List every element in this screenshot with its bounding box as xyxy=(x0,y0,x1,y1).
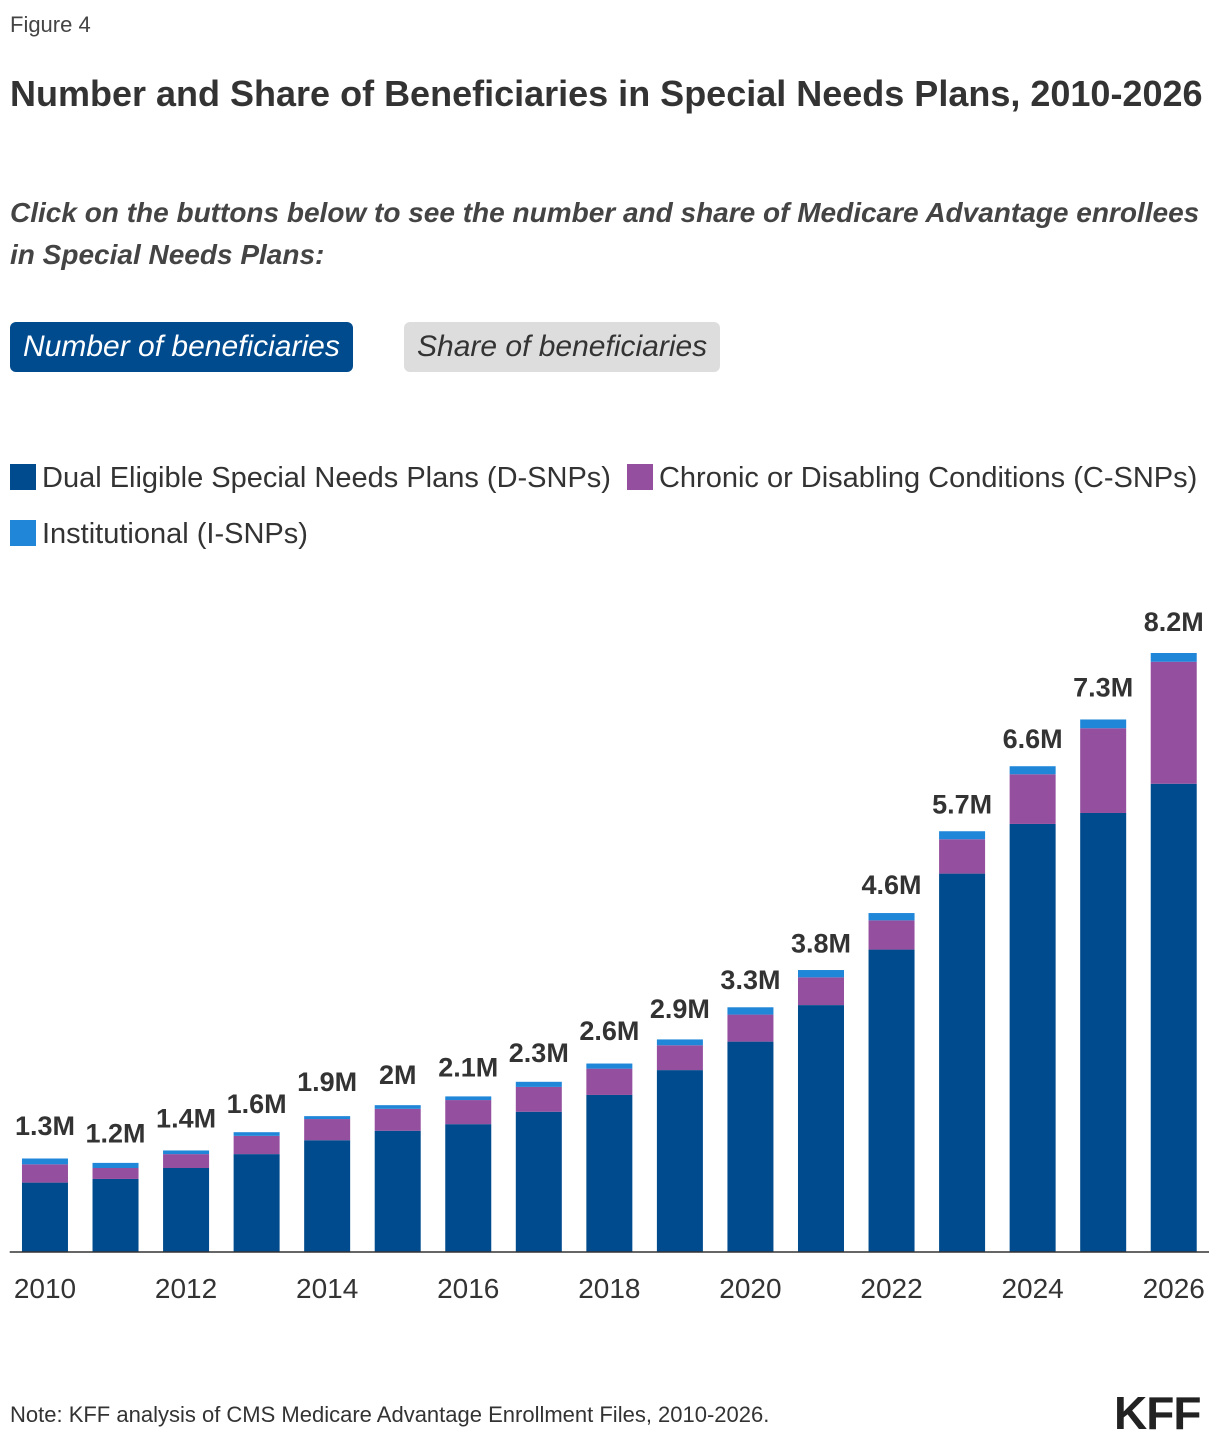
legend-label: Dual Eligible Special Needs Plans (D-SNP… xyxy=(42,462,611,494)
legend: Dual Eligible Special Needs Plans (D-SNP… xyxy=(10,450,1215,562)
bar-segment xyxy=(163,1150,210,1155)
legend-item: Institutional (I-SNPs) xyxy=(10,518,308,550)
bar-segment xyxy=(1150,653,1197,662)
bar-segment xyxy=(1150,661,1197,784)
legend-swatch xyxy=(10,464,36,490)
bar-segment xyxy=(727,1007,774,1015)
x-tick-label: 2014 xyxy=(296,1273,358,1304)
bar-segment xyxy=(304,1116,351,1120)
bar-segment xyxy=(304,1119,351,1141)
bar-segment xyxy=(445,1124,492,1252)
bar-segment xyxy=(656,1045,703,1071)
x-tick-label: 2012 xyxy=(155,1273,217,1304)
data-label: 5.7M xyxy=(932,790,992,820)
data-label: 3.8M xyxy=(791,928,851,958)
bar-segment xyxy=(586,1068,633,1095)
x-tick-label: 2020 xyxy=(719,1273,781,1304)
bar-segment xyxy=(374,1130,421,1252)
bar-segment xyxy=(515,1111,562,1252)
x-tick-label: 2022 xyxy=(860,1273,922,1304)
data-label: 1.3M xyxy=(15,1111,75,1141)
bar-segment xyxy=(1150,783,1197,1252)
data-label: 1.9M xyxy=(297,1067,357,1097)
bar-segment xyxy=(586,1094,633,1252)
bar-segment xyxy=(445,1096,492,1101)
legend-label: Institutional (I-SNPs) xyxy=(42,518,308,550)
bar-segment xyxy=(797,1005,844,1252)
bar-segment xyxy=(868,949,915,1252)
data-label: 1.2M xyxy=(86,1118,146,1148)
bar-segment xyxy=(445,1100,492,1125)
bar-segment xyxy=(868,920,915,950)
bar-segment xyxy=(21,1182,68,1252)
title: Number and Share of Beneficiaries in Spe… xyxy=(10,73,1203,114)
x-tick-label: 2016 xyxy=(437,1273,499,1304)
note: Note: KFF analysis of CMS Medicare Advan… xyxy=(10,1402,770,1427)
bar-segment xyxy=(515,1081,562,1087)
data-label: 3.3M xyxy=(720,965,780,995)
data-label: 7.3M xyxy=(1073,673,1133,703)
legend-swatch xyxy=(626,464,653,490)
bar-segment xyxy=(374,1105,421,1109)
data-label: 8.2M xyxy=(1144,607,1204,637)
bar-segment xyxy=(92,1162,139,1168)
data-label: 6.6M xyxy=(1003,724,1063,754)
bar-segment xyxy=(1009,774,1056,824)
bar-segment xyxy=(586,1063,633,1069)
x-tick-label: 2024 xyxy=(1001,1273,1063,1304)
figure-label: Figure 4 xyxy=(10,12,91,37)
bar-segment xyxy=(233,1132,280,1136)
logo: KFF xyxy=(1114,1387,1201,1439)
legend-label: Chronic or Disabling Conditions (C-SNPs) xyxy=(658,462,1198,494)
data-label: 2.3M xyxy=(509,1038,569,1068)
bar-segment xyxy=(92,1167,139,1179)
bar-segment xyxy=(92,1178,139,1252)
button[interactable]: Share of beneficiaries xyxy=(404,322,721,372)
bar-segment xyxy=(727,1014,774,1042)
bar-segment xyxy=(1009,823,1056,1252)
subtitle: Click on the buttons below to see the nu… xyxy=(10,197,1200,270)
x-tick-label: 2026 xyxy=(1143,1273,1205,1304)
bar-segment xyxy=(1080,728,1127,813)
data-label: 1.6M xyxy=(227,1089,287,1119)
bar-segment xyxy=(797,977,844,1006)
bar-segment xyxy=(233,1135,280,1155)
bar-segment xyxy=(656,1039,703,1046)
bar-segment xyxy=(797,970,844,978)
chart: 1.3M 2010 1.2M 1.4M 2012 1.6M 1.9M 2014 2M 2.1M 20… xyxy=(9,607,1209,1304)
data-label: 2M xyxy=(379,1060,417,1090)
data-label: 2.6M xyxy=(579,1016,639,1046)
bar-segment xyxy=(939,839,986,874)
bar-segment xyxy=(656,1070,703,1252)
data-label: 4.6M xyxy=(862,870,922,900)
bar-segment xyxy=(374,1108,421,1131)
x-tick-label: 2018 xyxy=(578,1273,640,1304)
bar-segment xyxy=(1080,812,1127,1252)
legend-swatch xyxy=(10,520,36,546)
bar-segment xyxy=(163,1154,210,1168)
data-label: 1.4M xyxy=(156,1104,216,1134)
legend-item: Chronic or Disabling Conditions (C-SNPs) xyxy=(626,462,1198,494)
bar-segment xyxy=(939,873,986,1252)
bar-segment xyxy=(304,1140,351,1252)
bar-segment xyxy=(21,1158,68,1165)
bar-segment xyxy=(868,913,915,921)
bar-segment xyxy=(1080,719,1127,729)
bar-segment xyxy=(233,1154,280,1252)
x-tick-label: 2010 xyxy=(14,1273,76,1304)
bar-segment xyxy=(727,1041,774,1252)
bar-segment xyxy=(939,831,986,840)
legend-item: Dual Eligible Special Needs Plans (D-SNP… xyxy=(10,462,611,494)
bar-segment xyxy=(1009,766,1056,775)
button[interactable]: Number of beneficiaries xyxy=(10,322,353,372)
data-label: 2.1M xyxy=(438,1053,498,1083)
bar-segment xyxy=(163,1167,210,1252)
data-label: 2.9M xyxy=(650,994,710,1024)
bar-segment xyxy=(21,1164,68,1183)
bar-segment xyxy=(515,1086,562,1112)
